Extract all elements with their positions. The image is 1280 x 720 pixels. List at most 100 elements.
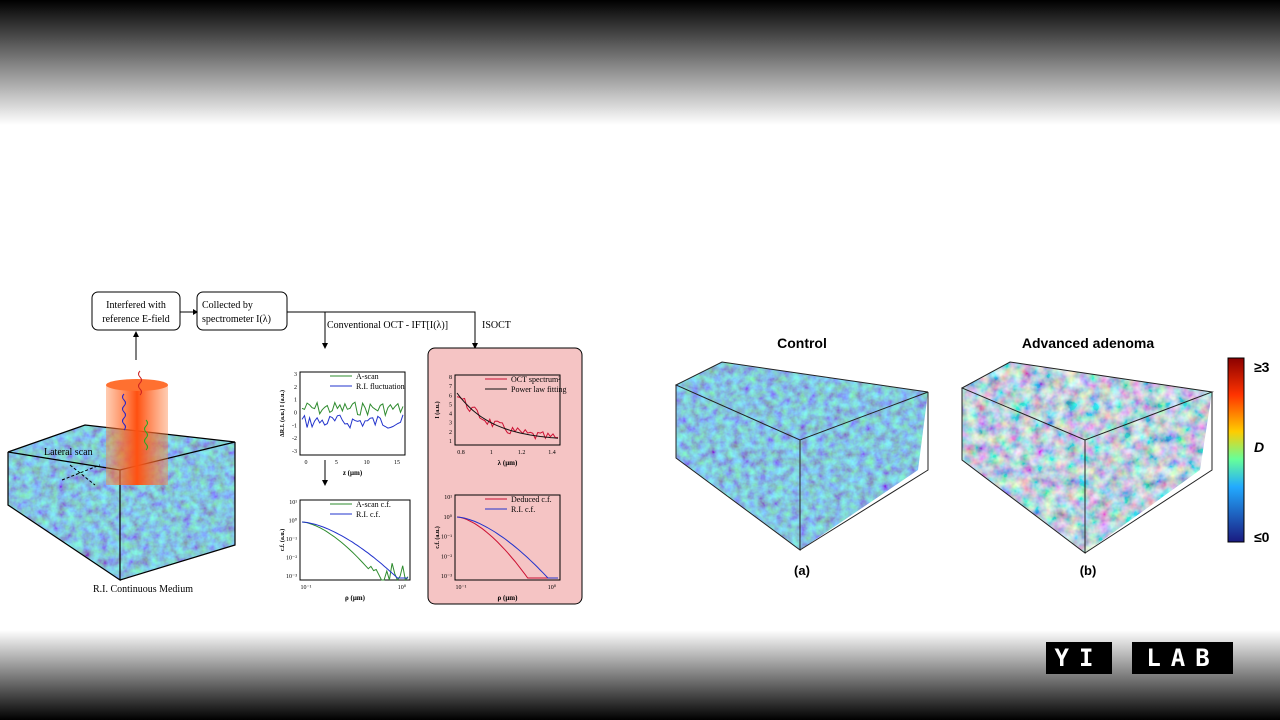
panel-caption: (a) bbox=[794, 563, 810, 578]
y-tick-label: 10⁰ bbox=[444, 514, 453, 521]
box-text: Interfered with bbox=[106, 300, 166, 311]
y-tick-label: 10⁻² bbox=[286, 556, 297, 562]
plot-frame bbox=[454, 494, 561, 581]
flow-diagram bbox=[91, 291, 476, 488]
y-tick-label: -2 bbox=[292, 436, 297, 442]
x-tick-label: 1 bbox=[490, 450, 493, 456]
x-tick-label: 0 bbox=[305, 460, 308, 466]
branch-label: Conventional OCT - IFT[I(λ)] bbox=[327, 320, 448, 331]
legend-label: A-scan c.f. bbox=[356, 500, 391, 509]
scan-arrows bbox=[61, 464, 101, 486]
logo-block bbox=[1132, 642, 1233, 674]
logo-block bbox=[1046, 642, 1112, 674]
y-axis-label: ΔR.I. (a.u.) I (a.u.) bbox=[279, 390, 286, 437]
panel-caption: (b) bbox=[1080, 563, 1097, 578]
wave bbox=[144, 419, 148, 451]
curve bbox=[456, 516, 558, 579]
legend-label: R.I. c.f. bbox=[511, 505, 535, 514]
beam-top bbox=[106, 379, 168, 391]
x-tick-label: 5 bbox=[335, 460, 338, 466]
lateral-scan: Lateral scan bbox=[44, 447, 93, 458]
y-tick-label: 7 bbox=[449, 384, 452, 390]
y-tick-label: 10¹ bbox=[444, 495, 452, 501]
logo-text: YI bbox=[1055, 644, 1104, 672]
curve bbox=[456, 392, 559, 439]
legend-label: OCT spectrum² bbox=[511, 375, 561, 384]
y-tick-label: 8 bbox=[449, 375, 452, 381]
y-axis-label: c.f. (a.u.) bbox=[279, 529, 286, 552]
x-tick-label: 10⁻¹ bbox=[456, 585, 467, 591]
colorbar-label: ≥3 bbox=[1254, 359, 1270, 375]
volume-adenoma bbox=[962, 362, 1212, 553]
x-tick-label: 10⁻¹ bbox=[301, 585, 312, 591]
x-tick-label: 1.4 bbox=[548, 450, 556, 456]
logo-text: LAB bbox=[1146, 644, 1219, 672]
x-tick-label: 15 bbox=[394, 460, 400, 466]
panel-title: Control bbox=[777, 335, 827, 351]
legend-label: A-scan bbox=[356, 372, 379, 381]
branch-label: ISOCT bbox=[482, 320, 511, 331]
curve bbox=[301, 521, 409, 582]
panel-title: Advanced adenoma bbox=[1022, 335, 1154, 351]
y-axis-label: I (a.u.) bbox=[434, 401, 441, 418]
box-text: spectrometer I(λ) bbox=[202, 314, 271, 325]
legend-label: R.I. fluctuation bbox=[356, 382, 405, 391]
y-tick-label: 5 bbox=[449, 402, 452, 408]
volume-control bbox=[676, 362, 928, 550]
legend-label: R.I. c.f. bbox=[356, 510, 380, 519]
y-tick-label: 2 bbox=[449, 430, 452, 436]
box-text: Collected by bbox=[202, 300, 253, 311]
isoct-panel bbox=[427, 347, 583, 605]
x-axis-label: λ (μm) bbox=[498, 459, 518, 467]
curve bbox=[301, 414, 404, 430]
curve bbox=[301, 400, 404, 418]
y-tick-label: 10⁻¹ bbox=[441, 535, 452, 541]
x-axis-label: ρ (μm) bbox=[345, 594, 366, 602]
beam bbox=[106, 385, 168, 485]
y-tick-label: -3 bbox=[292, 449, 297, 455]
colorbar-label: D bbox=[1254, 439, 1264, 455]
y-tick-label: 3 bbox=[294, 372, 297, 378]
volume-frame bbox=[960, 361, 1214, 555]
y-tick-label: 3 bbox=[449, 421, 452, 427]
x-axis-label: z (μm) bbox=[343, 469, 363, 477]
x-tick-label: 0.8 bbox=[457, 450, 465, 456]
y-tick-label: 1 bbox=[449, 439, 452, 445]
x-tick-label: 10 bbox=[364, 460, 370, 466]
y-tick-label: 4 bbox=[449, 412, 452, 418]
colorbar bbox=[1227, 357, 1245, 543]
legend-label: Power law fitting bbox=[511, 385, 567, 394]
y-tick-label: 10⁻¹ bbox=[286, 537, 297, 543]
y-tick-label: 10⁻² bbox=[441, 554, 452, 560]
y-axis-label: c.f. (a.u.) bbox=[434, 526, 441, 549]
medium-label: R.I. Continuous Medium bbox=[93, 584, 193, 595]
x-axis-label: ρ (μm) bbox=[498, 594, 519, 602]
y-tick-label: 10¹ bbox=[289, 500, 297, 506]
curve bbox=[456, 396, 559, 440]
y-tick-label: -1 bbox=[292, 423, 297, 429]
volume-frame bbox=[674, 361, 929, 551]
y-tick-label: 10⁻³ bbox=[286, 574, 297, 580]
y-tick-label: 1 bbox=[294, 398, 297, 404]
legend-label: Deduced c.f. bbox=[511, 495, 552, 504]
y-tick-label: 2 bbox=[294, 385, 297, 391]
medium-block bbox=[8, 425, 235, 580]
y-tick-label: 6 bbox=[449, 393, 452, 399]
wave bbox=[122, 393, 126, 431]
colorbar-label: ≤0 bbox=[1254, 529, 1270, 545]
curve bbox=[456, 516, 558, 579]
x-tick-label: 10⁰ bbox=[548, 584, 557, 591]
plot-frame bbox=[299, 499, 411, 581]
plot-frame bbox=[454, 374, 561, 446]
y-tick-label: 10⁻³ bbox=[441, 574, 452, 580]
box-text: reference E-field bbox=[102, 314, 169, 325]
wave bbox=[138, 370, 142, 396]
top-band bbox=[0, 0, 1280, 125]
x-tick-label: 10⁰ bbox=[398, 584, 407, 591]
y-tick-label: 10⁰ bbox=[289, 518, 298, 525]
x-tick-label: 1.2 bbox=[518, 450, 526, 456]
curve bbox=[301, 521, 408, 579]
plot-frame bbox=[299, 371, 406, 456]
medium-frame bbox=[7, 424, 236, 582]
